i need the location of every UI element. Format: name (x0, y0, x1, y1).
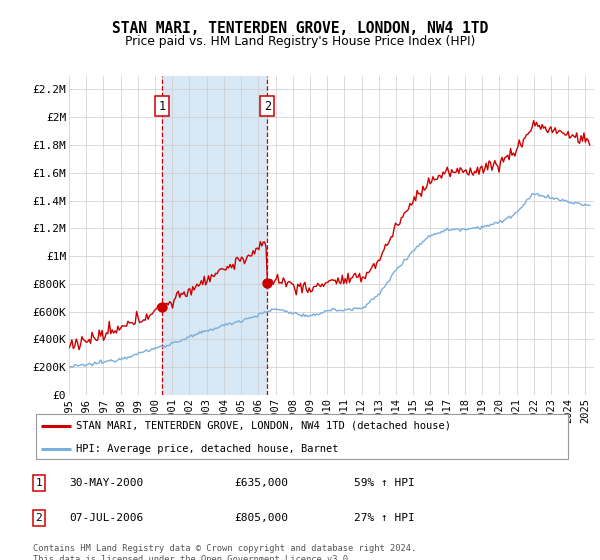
Bar (162, 76, 267, 395)
Text: 2: 2 (35, 513, 43, 523)
Text: 2: 2 (264, 100, 271, 113)
Text: £635,000: £635,000 (234, 478, 288, 488)
Text: HPI: Average price, detached house, Barnet: HPI: Average price, detached house, Barn… (76, 444, 338, 454)
Text: 59% ↑ HPI: 59% ↑ HPI (354, 478, 415, 488)
Text: Price paid vs. HM Land Registry's House Price Index (HPI): Price paid vs. HM Land Registry's House … (125, 35, 475, 48)
Text: 07-JUL-2006: 07-JUL-2006 (69, 513, 143, 523)
Text: STAN MARI, TENTERDEN GROVE, LONDON, NW4 1TD (detached house): STAN MARI, TENTERDEN GROVE, LONDON, NW4 … (76, 421, 451, 431)
Text: 1: 1 (159, 100, 166, 113)
Text: 30-MAY-2000: 30-MAY-2000 (69, 478, 143, 488)
FancyBboxPatch shape (36, 414, 568, 459)
Text: £805,000: £805,000 (234, 513, 288, 523)
Text: Contains HM Land Registry data © Crown copyright and database right 2024.
This d: Contains HM Land Registry data © Crown c… (33, 544, 416, 560)
Text: STAN MARI, TENTERDEN GROVE, LONDON, NW4 1TD: STAN MARI, TENTERDEN GROVE, LONDON, NW4 … (112, 21, 488, 36)
Text: 1: 1 (35, 478, 43, 488)
Text: 27% ↑ HPI: 27% ↑ HPI (354, 513, 415, 523)
